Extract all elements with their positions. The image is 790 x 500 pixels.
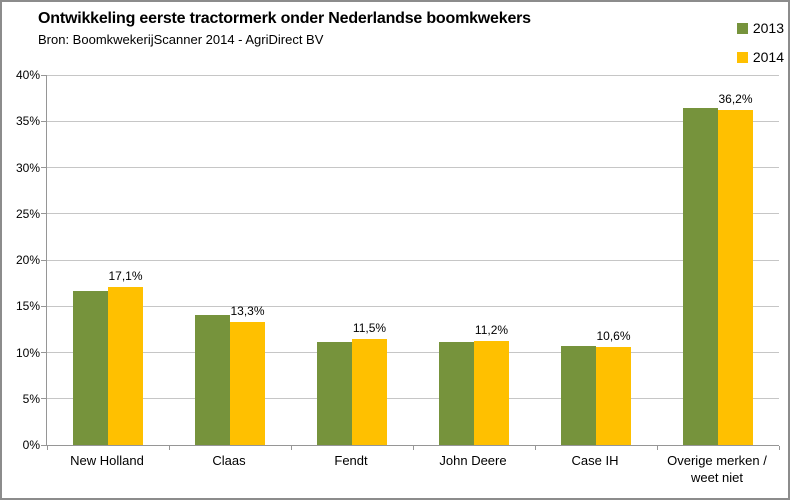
bar-2013-john-deere bbox=[439, 342, 474, 445]
x-axis-tick bbox=[657, 446, 658, 450]
bar-2013-new-holland bbox=[73, 290, 108, 445]
x-category-label-fendt: Fendt bbox=[334, 453, 368, 468]
data-label-2014-claas: 13,3% bbox=[230, 303, 265, 318]
bar-2013-case-ih bbox=[561, 346, 596, 445]
plot-area: 17,1% 13,3% 11,5% 11,2% 10,6% 36,2% bbox=[41, 74, 780, 450]
x-axis-tick bbox=[413, 446, 414, 450]
legend-label-2013: 2013 bbox=[752, 20, 784, 36]
gridline-35 bbox=[47, 120, 779, 122]
data-label-2014-fendt: 11,5% bbox=[352, 320, 387, 335]
y-tick-label-0: 0% bbox=[22, 438, 40, 452]
y-axis-tick bbox=[41, 305, 47, 307]
y-axis-tick bbox=[41, 120, 47, 122]
bar-2014-new-holland bbox=[108, 286, 143, 445]
x-category-label-claas: Claas bbox=[212, 453, 246, 468]
gridline-10 bbox=[47, 352, 779, 353]
x-axis-tick bbox=[291, 446, 292, 450]
bar-2014-john-deere bbox=[474, 341, 509, 445]
bar-2014-case-ih bbox=[596, 346, 631, 445]
x-category-label-new-holland: New Holland bbox=[70, 453, 144, 468]
bar-2013-overige-merken-weet-niet bbox=[683, 108, 718, 445]
y-tick-label-20: 20% bbox=[15, 253, 40, 267]
y-axis-tick bbox=[41, 167, 47, 168]
x-axis-tick bbox=[779, 446, 780, 450]
gridline-20 bbox=[47, 259, 779, 261]
legend-swatch-2013-icon bbox=[736, 22, 748, 34]
y-axis-tick bbox=[41, 74, 47, 76]
y-tick-label-30: 30% bbox=[15, 160, 40, 175]
data-label-2014-case-ih: 10,6% bbox=[596, 328, 631, 343]
y-tick-label-25: 25% bbox=[15, 206, 40, 221]
y-axis-tick bbox=[41, 259, 47, 261]
gridline-30 bbox=[47, 167, 779, 168]
bar-2013-claas bbox=[195, 314, 230, 445]
legend-label-2014: 2014 bbox=[752, 49, 784, 65]
y-tick-label-35: 35% bbox=[15, 114, 40, 129]
y-tick-label-10: 10% bbox=[15, 345, 40, 360]
bar-2013-fendt bbox=[317, 342, 352, 445]
x-axis-tick bbox=[169, 446, 170, 450]
gridline-25 bbox=[47, 213, 779, 215]
chart-source: Bron: BoomkwekerijScanner 2014 - AgriDir… bbox=[38, 32, 324, 47]
x-axis-tick bbox=[47, 446, 48, 450]
legend: 2013 2014 bbox=[736, 20, 784, 65]
chart-title: Ontwikkeling eerste tractormerk onder Ne… bbox=[38, 10, 531, 27]
bar-2014-fendt bbox=[352, 338, 387, 445]
x-category-label-case-ih: Case IH bbox=[571, 453, 619, 468]
x-axis-tick bbox=[535, 446, 536, 450]
y-tick-label-5: 5% bbox=[22, 391, 40, 406]
bar-2014-overige-merken-weet-niet bbox=[718, 110, 753, 445]
data-label-2014-new-holland: 17,1% bbox=[108, 268, 143, 283]
gridline-5 bbox=[47, 398, 779, 400]
x-category-label-john-deere: John Deere bbox=[439, 453, 507, 468]
y-axis-tick bbox=[41, 213, 47, 215]
gridline-15 bbox=[47, 305, 779, 307]
legend-swatch-2014-icon bbox=[736, 51, 748, 63]
bar-2014-claas bbox=[230, 321, 265, 445]
x-category-label-overige-merken-weet-niet: Overige merken / weet niet bbox=[667, 453, 767, 485]
y-tick-label-15: 15% bbox=[15, 299, 40, 314]
y-axis-tick bbox=[41, 398, 47, 400]
legend-item-2013: 2013 bbox=[736, 20, 784, 36]
legend-item-2014: 2014 bbox=[736, 49, 784, 65]
y-axis-tick bbox=[41, 444, 47, 446]
y-axis-tick bbox=[41, 352, 47, 353]
data-label-2014-john-deere: 11,2% bbox=[474, 323, 509, 338]
data-label-2014-overige-merken-weet-niet: 36,2% bbox=[718, 92, 753, 107]
gridline-40 bbox=[47, 74, 779, 76]
y-tick-label-40: 40% bbox=[15, 68, 40, 82]
